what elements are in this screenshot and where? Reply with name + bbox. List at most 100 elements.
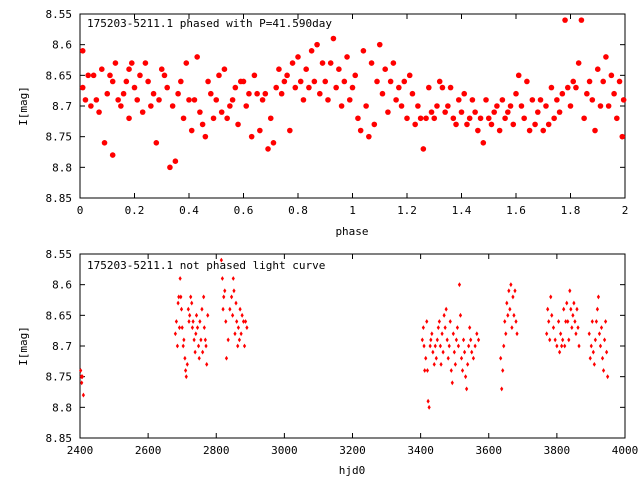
- phased-data-point: [505, 109, 511, 115]
- phased-data-point: [436, 78, 443, 85]
- phased-x-tick-label: 0: [77, 204, 84, 217]
- phased-data-point: [186, 97, 192, 103]
- phased-data-point: [458, 109, 465, 115]
- unphased-data-point: [606, 374, 610, 380]
- unphased-data-point: [563, 343, 567, 349]
- phased-data-point: [376, 41, 383, 48]
- unphased-data-point: [425, 319, 429, 324]
- unphased-data-point: [442, 312, 446, 318]
- phased-x-tick-label: 0.2: [125, 204, 145, 217]
- unphased-data-point: [566, 319, 570, 324]
- unphased-data-point: [559, 331, 563, 337]
- unphased-plot-frame: [79, 253, 626, 439]
- unphased-data-point: [183, 355, 187, 361]
- phased-data-point: [248, 133, 255, 140]
- phased-data-point: [483, 97, 489, 103]
- unphased-x-tick-label: 3600: [476, 444, 503, 457]
- phased-data-point: [317, 90, 323, 97]
- unphased-data-point: [448, 319, 452, 324]
- phased-data-point: [246, 90, 252, 97]
- phased-x-tick-label: 1: [349, 204, 356, 217]
- unphased-data-point: [190, 300, 194, 306]
- unphased-data-point: [176, 300, 180, 306]
- phased-data-point: [475, 127, 481, 134]
- unphased-data-point: [431, 349, 435, 355]
- unphased-data-point: [238, 306, 242, 312]
- phased-data-point: [292, 84, 299, 91]
- phased-data-point: [344, 54, 350, 60]
- unphased-data-point: [197, 355, 201, 361]
- unphased-data-point: [455, 325, 460, 330]
- phased-data-point: [592, 127, 598, 134]
- phased-data-point: [480, 140, 487, 146]
- unphased-data-point: [547, 319, 551, 324]
- phased-data-point: [396, 84, 402, 91]
- unphased-data-point: [500, 386, 504, 392]
- unphased-data-point: [427, 404, 431, 410]
- phased-data-point: [109, 152, 116, 158]
- phased-data-point: [109, 78, 116, 85]
- phased-data-point: [564, 84, 571, 91]
- phased-data-point: [537, 97, 544, 103]
- phased-data-point: [142, 60, 149, 66]
- phased-x-tick-label: 1.8: [561, 204, 581, 217]
- phased-data-point: [603, 54, 609, 60]
- unphased-data-point: [456, 343, 461, 349]
- phased-data-point: [349, 84, 356, 91]
- unphased-x-tick-label: 4000: [612, 444, 639, 457]
- unphased-data-point: [179, 306, 184, 312]
- unphased-data-point: [185, 362, 189, 367]
- phased-data-point: [619, 133, 626, 140]
- phased-data-point: [180, 115, 187, 122]
- unphased-data-point: [570, 325, 574, 330]
- unphased-data-point: [191, 319, 195, 324]
- phased-data-point: [521, 115, 527, 122]
- unphased-data-point: [458, 312, 463, 318]
- phased-data-point: [137, 72, 143, 79]
- unphased-data-point: [587, 331, 591, 337]
- phased-data-point: [104, 90, 111, 97]
- phased-data-point: [333, 84, 339, 91]
- unphased-y-tick-label: 8.7: [52, 340, 72, 353]
- phased-data-point: [96, 109, 102, 115]
- phased-y-tick-label: 8.75: [46, 131, 73, 144]
- phased-x-tick-label: 0.6: [234, 204, 254, 217]
- unphased-data-point: [575, 306, 579, 312]
- unphased-data-point: [603, 319, 608, 324]
- unphased-data-point: [548, 337, 552, 343]
- unphased-data-point: [549, 294, 553, 300]
- unphased-x-axis-label: hjd0: [339, 464, 366, 477]
- unphased-data-point: [562, 306, 566, 312]
- unphased-y-tick-label: 8.65: [46, 309, 73, 322]
- unphased-data-point: [601, 368, 606, 373]
- phased-data-point: [161, 72, 168, 79]
- unphased-data-point: [201, 349, 205, 355]
- phased-data-point: [205, 78, 211, 85]
- unphased-data-point: [573, 319, 577, 324]
- unphased-data-point: [506, 312, 510, 318]
- phased-data-point: [398, 103, 405, 109]
- unphased-data-point: [567, 337, 571, 343]
- unphased-data-point: [186, 306, 190, 312]
- phased-data-point: [608, 72, 615, 79]
- unphased-y-tick-label: 8.75: [46, 371, 73, 384]
- unphased-data-point: [203, 337, 207, 343]
- phased-data-point: [191, 97, 198, 103]
- unphased-data-point: [445, 337, 449, 343]
- phased-data-point: [466, 115, 473, 122]
- unphased-data-point: [222, 294, 226, 300]
- phased-data-point: [434, 103, 440, 109]
- phased-data-point: [611, 90, 617, 97]
- unphased-data-point: [462, 349, 467, 355]
- phased-data-point: [287, 127, 293, 134]
- unphased-data-point: [588, 355, 592, 361]
- unphased-data-point: [173, 331, 177, 337]
- unphased-data-point: [507, 288, 511, 294]
- phased-chart-title: 175203-5211.1 phased with P=41.590day: [87, 17, 332, 30]
- unphased-data-point: [459, 355, 464, 361]
- phased-data-point: [562, 17, 568, 23]
- phased-data-point: [415, 103, 421, 109]
- phased-ticks: 0 0.2 0.4 0.6 0.8 1 1.2 1.4 1.6 1.8 2 8.55 8.6 8.65 8.…: [46, 8, 629, 217]
- phased-data-point: [447, 84, 454, 91]
